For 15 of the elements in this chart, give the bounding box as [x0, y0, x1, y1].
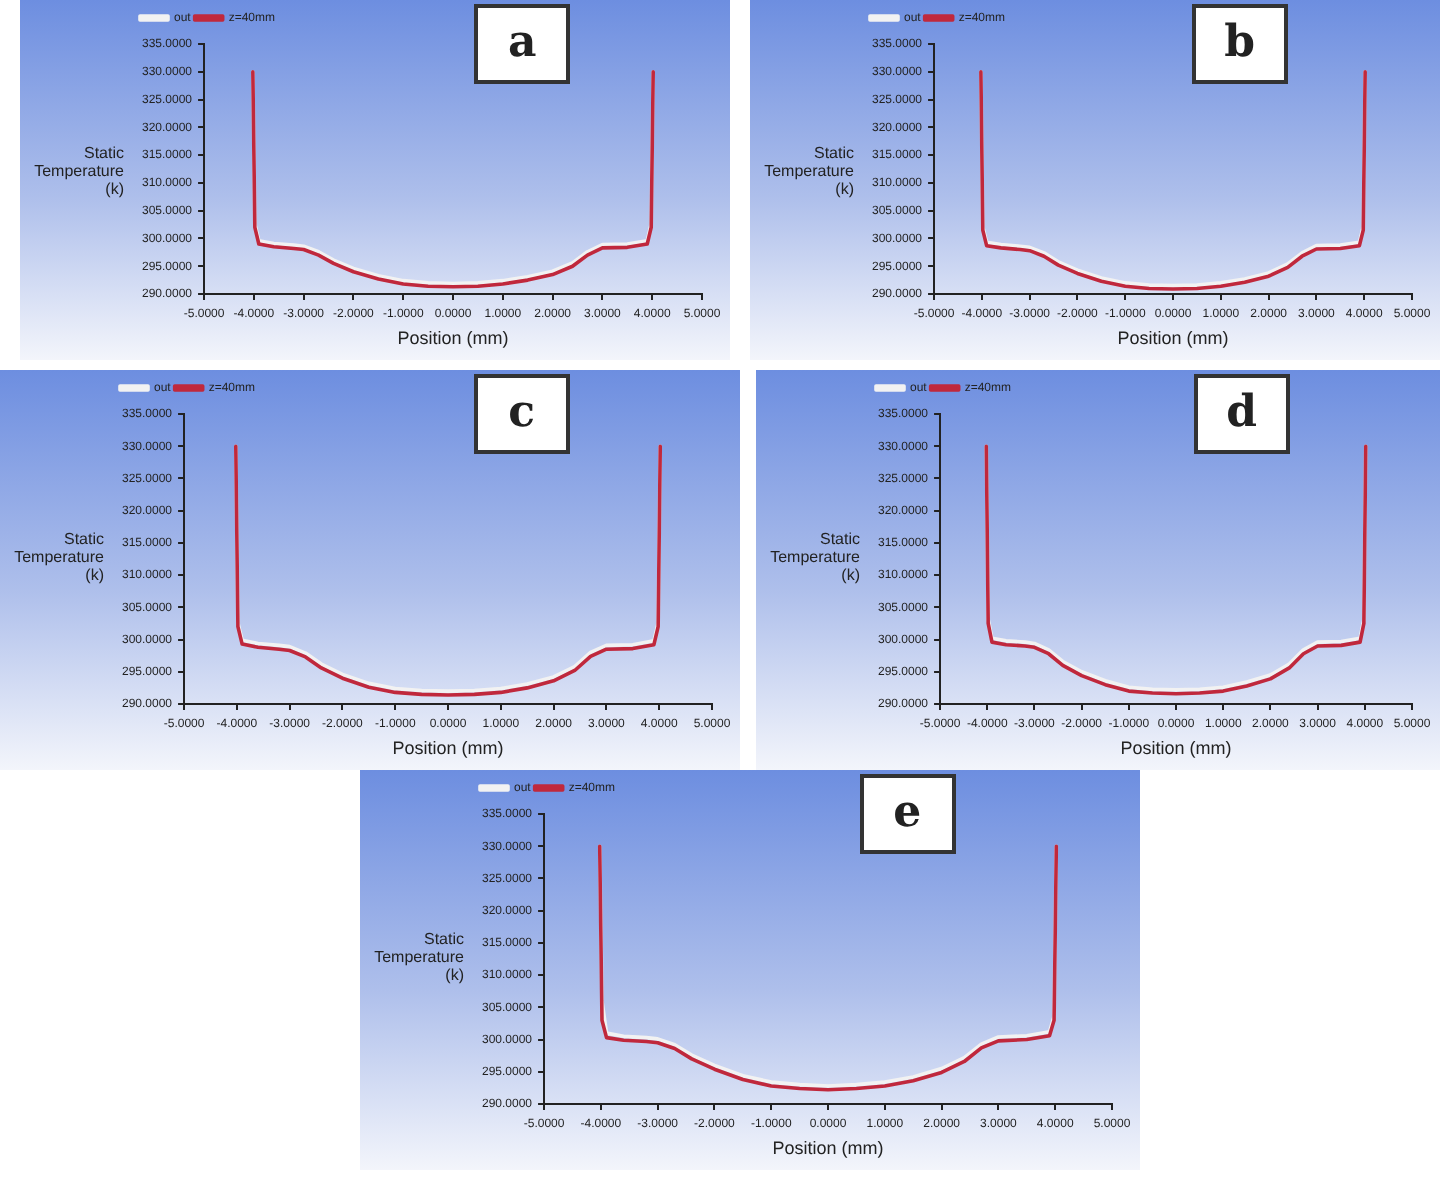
- chart-title: e: [859, 774, 956, 854]
- x-axis-title: Position (mm): [397, 328, 509, 349]
- chart-title: c: [473, 374, 570, 454]
- x-axis-title: Position (mm): [1120, 738, 1232, 759]
- y-axis-title: Static Temperature (k): [12, 530, 104, 584]
- y-axis-title: Static Temperature (k): [762, 144, 854, 198]
- x-axis-title: Position (mm): [772, 1138, 884, 1159]
- y-axis-title: Static Temperature (k): [32, 144, 124, 198]
- chart-title: d: [1193, 374, 1290, 454]
- x-axis-title: Position (mm): [392, 738, 504, 759]
- x-axis-title: Position (mm): [1117, 328, 1229, 349]
- chart-title: b: [1191, 4, 1288, 84]
- chart-title: a: [474, 4, 571, 84]
- y-axis-title: Static Temperature (k): [372, 930, 464, 984]
- y-axis-title: Static Temperature (k): [768, 530, 860, 584]
